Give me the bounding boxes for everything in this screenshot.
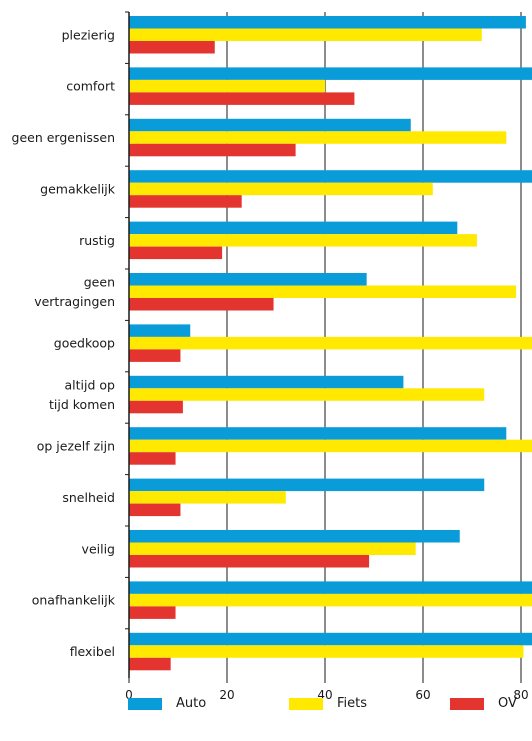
bar-ov-3 (129, 195, 242, 208)
bar-ov-9 (129, 503, 181, 517)
legend-swatch-ov (450, 698, 484, 710)
bar-ov-10 (129, 555, 370, 568)
category-label-line: gemakkelijk (40, 181, 116, 196)
x-tick-label-80: 80 (513, 688, 528, 702)
category-label-line: altijd op (65, 377, 116, 392)
category-label-2: geen ergenissen (12, 130, 115, 145)
bar-auto-1 (129, 67, 532, 80)
category-label-line: comfort (66, 79, 115, 94)
bar-auto-4 (129, 221, 458, 235)
bar-fiets-2 (129, 131, 507, 144)
category-label-line: op jezelf zijn (37, 438, 115, 453)
bar-ov-6 (129, 349, 181, 362)
bar-auto-2 (129, 118, 411, 132)
category-label-line: onafhankelijk (32, 593, 116, 608)
bar-auto-3 (129, 170, 532, 183)
category-label-line: geen (84, 275, 115, 290)
category-label-4: rustig (79, 233, 115, 248)
category-label-line: rustig (79, 233, 115, 248)
legend: Auto Fiets OV (0, 694, 532, 718)
category-label-line: goedkoop (54, 336, 115, 351)
bar-auto-10 (129, 530, 460, 543)
bar-fiets-9 (129, 491, 286, 504)
bar-ov-5 (129, 298, 274, 311)
category-label-line: plezierig (62, 27, 115, 42)
bar-auto-0 (129, 16, 526, 29)
category-label-9: snelheid (62, 490, 115, 505)
bar-auto-7 (129, 375, 404, 389)
legend-swatch-fiets (289, 698, 323, 710)
category-label-11: onafhankelijk (32, 593, 116, 608)
bar-fiets-0 (129, 28, 482, 41)
bar-ov-1 (129, 92, 355, 105)
bar-ov-4 (129, 246, 223, 260)
category-label-line: snelheid (62, 490, 115, 505)
bar-fiets-3 (129, 182, 433, 196)
category-label-3: gemakkelijk (40, 181, 116, 196)
bar-fiets-4 (129, 234, 477, 247)
legend-label-fiets: Fiets (337, 696, 368, 711)
bars (129, 16, 532, 671)
bar-fiets-8 (129, 439, 532, 453)
category-label-8: op jezelf zijn (37, 438, 115, 453)
bar-auto-6 (129, 324, 191, 337)
bar-fiets-1 (129, 79, 325, 93)
bar-auto-11 (129, 581, 532, 594)
category-label-12: flexibel (70, 644, 115, 659)
x-axis: 0 20 40 60 80 (125, 11, 529, 702)
legend-label-auto: Auto (176, 696, 207, 711)
bar-fiets-5 (129, 285, 517, 298)
category-label-1: comfort (66, 79, 115, 94)
bar-ov-12 (129, 657, 171, 671)
bar-ov-0 (129, 41, 215, 54)
x-tick-label-20: 20 (219, 688, 234, 702)
x-tick-label-60: 60 (415, 688, 430, 702)
bar-ov-2 (129, 143, 296, 157)
bar-auto-12 (129, 632, 532, 646)
category-labels: plezierig comfort geen ergenissen gemakkeli… (12, 27, 116, 659)
category-label-5: geen vertragingen (34, 275, 115, 310)
category-label-10: veilig (82, 541, 115, 556)
legend-label-ov: OV (498, 696, 517, 711)
bar-ov-11 (129, 606, 176, 619)
category-label-0: plezierig (62, 27, 115, 42)
bar-ov-7 (129, 400, 183, 414)
bar-auto-9 (129, 478, 485, 492)
category-label-line: geen ergenissen (12, 130, 115, 145)
bar-fiets-10 (129, 542, 416, 555)
bar-fiets-6 (129, 336, 532, 350)
category-label-line: vertragingen (34, 294, 115, 309)
category-label-line: veilig (82, 541, 115, 556)
x-tick-label-0: 0 (125, 688, 133, 702)
legend-swatch-auto (128, 698, 162, 710)
category-label-line: tijd komen (49, 397, 115, 412)
bar-fiets-12 (129, 645, 524, 658)
category-label-7: altijd op tijd komen (49, 377, 115, 412)
bar-fiets-11 (129, 593, 532, 607)
bar-fiets-7 (129, 388, 485, 401)
category-label-6: goedkoop (54, 336, 115, 351)
bar-auto-8 (129, 427, 507, 440)
category-label-line: flexibel (70, 644, 115, 659)
bar-ov-8 (129, 452, 176, 465)
bar-auto-5 (129, 273, 367, 286)
